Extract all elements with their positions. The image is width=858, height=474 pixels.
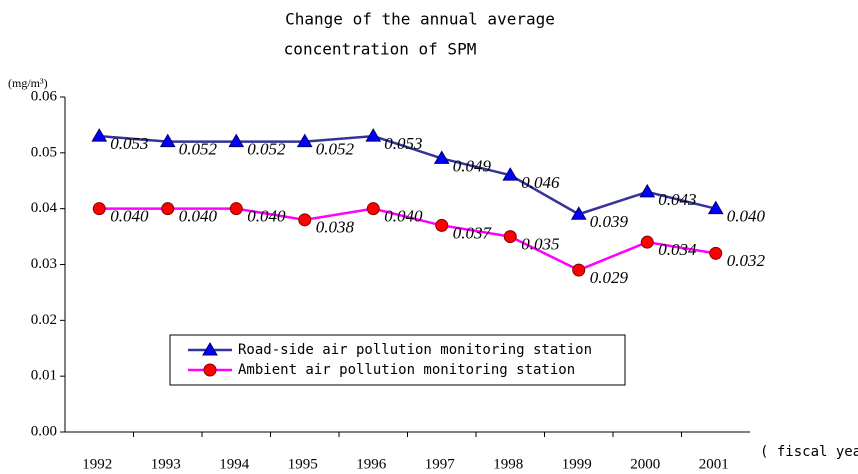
y-tick-label: 0.03 [31,256,57,272]
legend-marker [203,363,217,377]
data-label: 0.052 [247,140,286,159]
x-tick-label: 2001 [699,456,729,472]
data-label: 0.046 [521,173,560,192]
data-label: 0.029 [590,268,629,287]
data-point [572,263,586,277]
x-tick-label: 2000 [630,456,660,472]
data-point [570,206,587,220]
data-point [502,167,519,181]
y-tick-label: 0.06 [31,88,58,104]
series-line [99,134,717,216]
x-tick-label: 1992 [82,456,112,472]
data-label: 0.039 [590,212,629,231]
data-label: 0.040 [110,207,149,226]
data-label: 0.053 [384,134,422,153]
data-point [435,218,449,232]
x-tick-label: 1993 [151,456,181,472]
data-point [296,133,313,148]
data-label: 0.037 [453,223,493,242]
chart-title: concentration of SPM [284,40,477,59]
x-tick-label: 1998 [493,456,523,472]
data-point [639,183,656,198]
x-axis-label: ( fiscal year ) [760,444,858,460]
data-point [161,202,175,216]
data-label: 0.052 [316,140,355,159]
data-label: 0.040 [384,207,423,226]
legend-label: Ambient air pollution monitoring station [238,362,575,378]
x-tick-label: 1997 [425,456,456,472]
x-tick-label: 1994 [219,456,250,472]
data-point [298,213,312,227]
data-point [503,230,517,244]
y-tick-label: 0.04 [31,200,58,216]
data-label: 0.049 [453,156,492,175]
data-point [640,235,654,249]
data-label: 0.040 [727,207,766,226]
data-label: 0.032 [727,251,766,270]
data-point [709,246,723,260]
legend-label: Road-side air pollution monitoring stati… [238,342,592,358]
data-label: 0.043 [658,190,696,209]
y-tick-label: 0.02 [31,312,57,328]
y-unit-label: (mg/m³) [8,76,48,90]
data-point [433,150,450,164]
data-label: 0.040 [179,207,218,226]
data-label: 0.053 [110,134,148,153]
data-label: 0.035 [521,234,559,253]
data-point [228,133,245,148]
data-label: 0.040 [247,207,286,226]
data-label: 0.052 [179,140,218,159]
series-line [99,207,716,272]
data-point [159,133,176,148]
legend-marker [202,342,218,356]
y-tick-label: 0.00 [31,423,57,439]
legend-box [169,334,626,386]
y-tick-label: 0.01 [31,368,57,384]
data-point [365,128,382,142]
data-point [229,202,243,216]
y-tick-label: 0.05 [31,144,57,160]
data-label: 0.034 [658,240,697,259]
data-point [707,200,724,215]
chart-title: Change of the annual average [285,10,555,29]
data-point [366,202,380,216]
x-tick-label: 1995 [288,456,318,472]
x-tick-label: 1996 [356,456,387,472]
data-point [91,128,108,142]
data-point [92,202,106,216]
x-tick-label: 1999 [562,456,592,472]
data-label: 0.038 [316,218,355,237]
